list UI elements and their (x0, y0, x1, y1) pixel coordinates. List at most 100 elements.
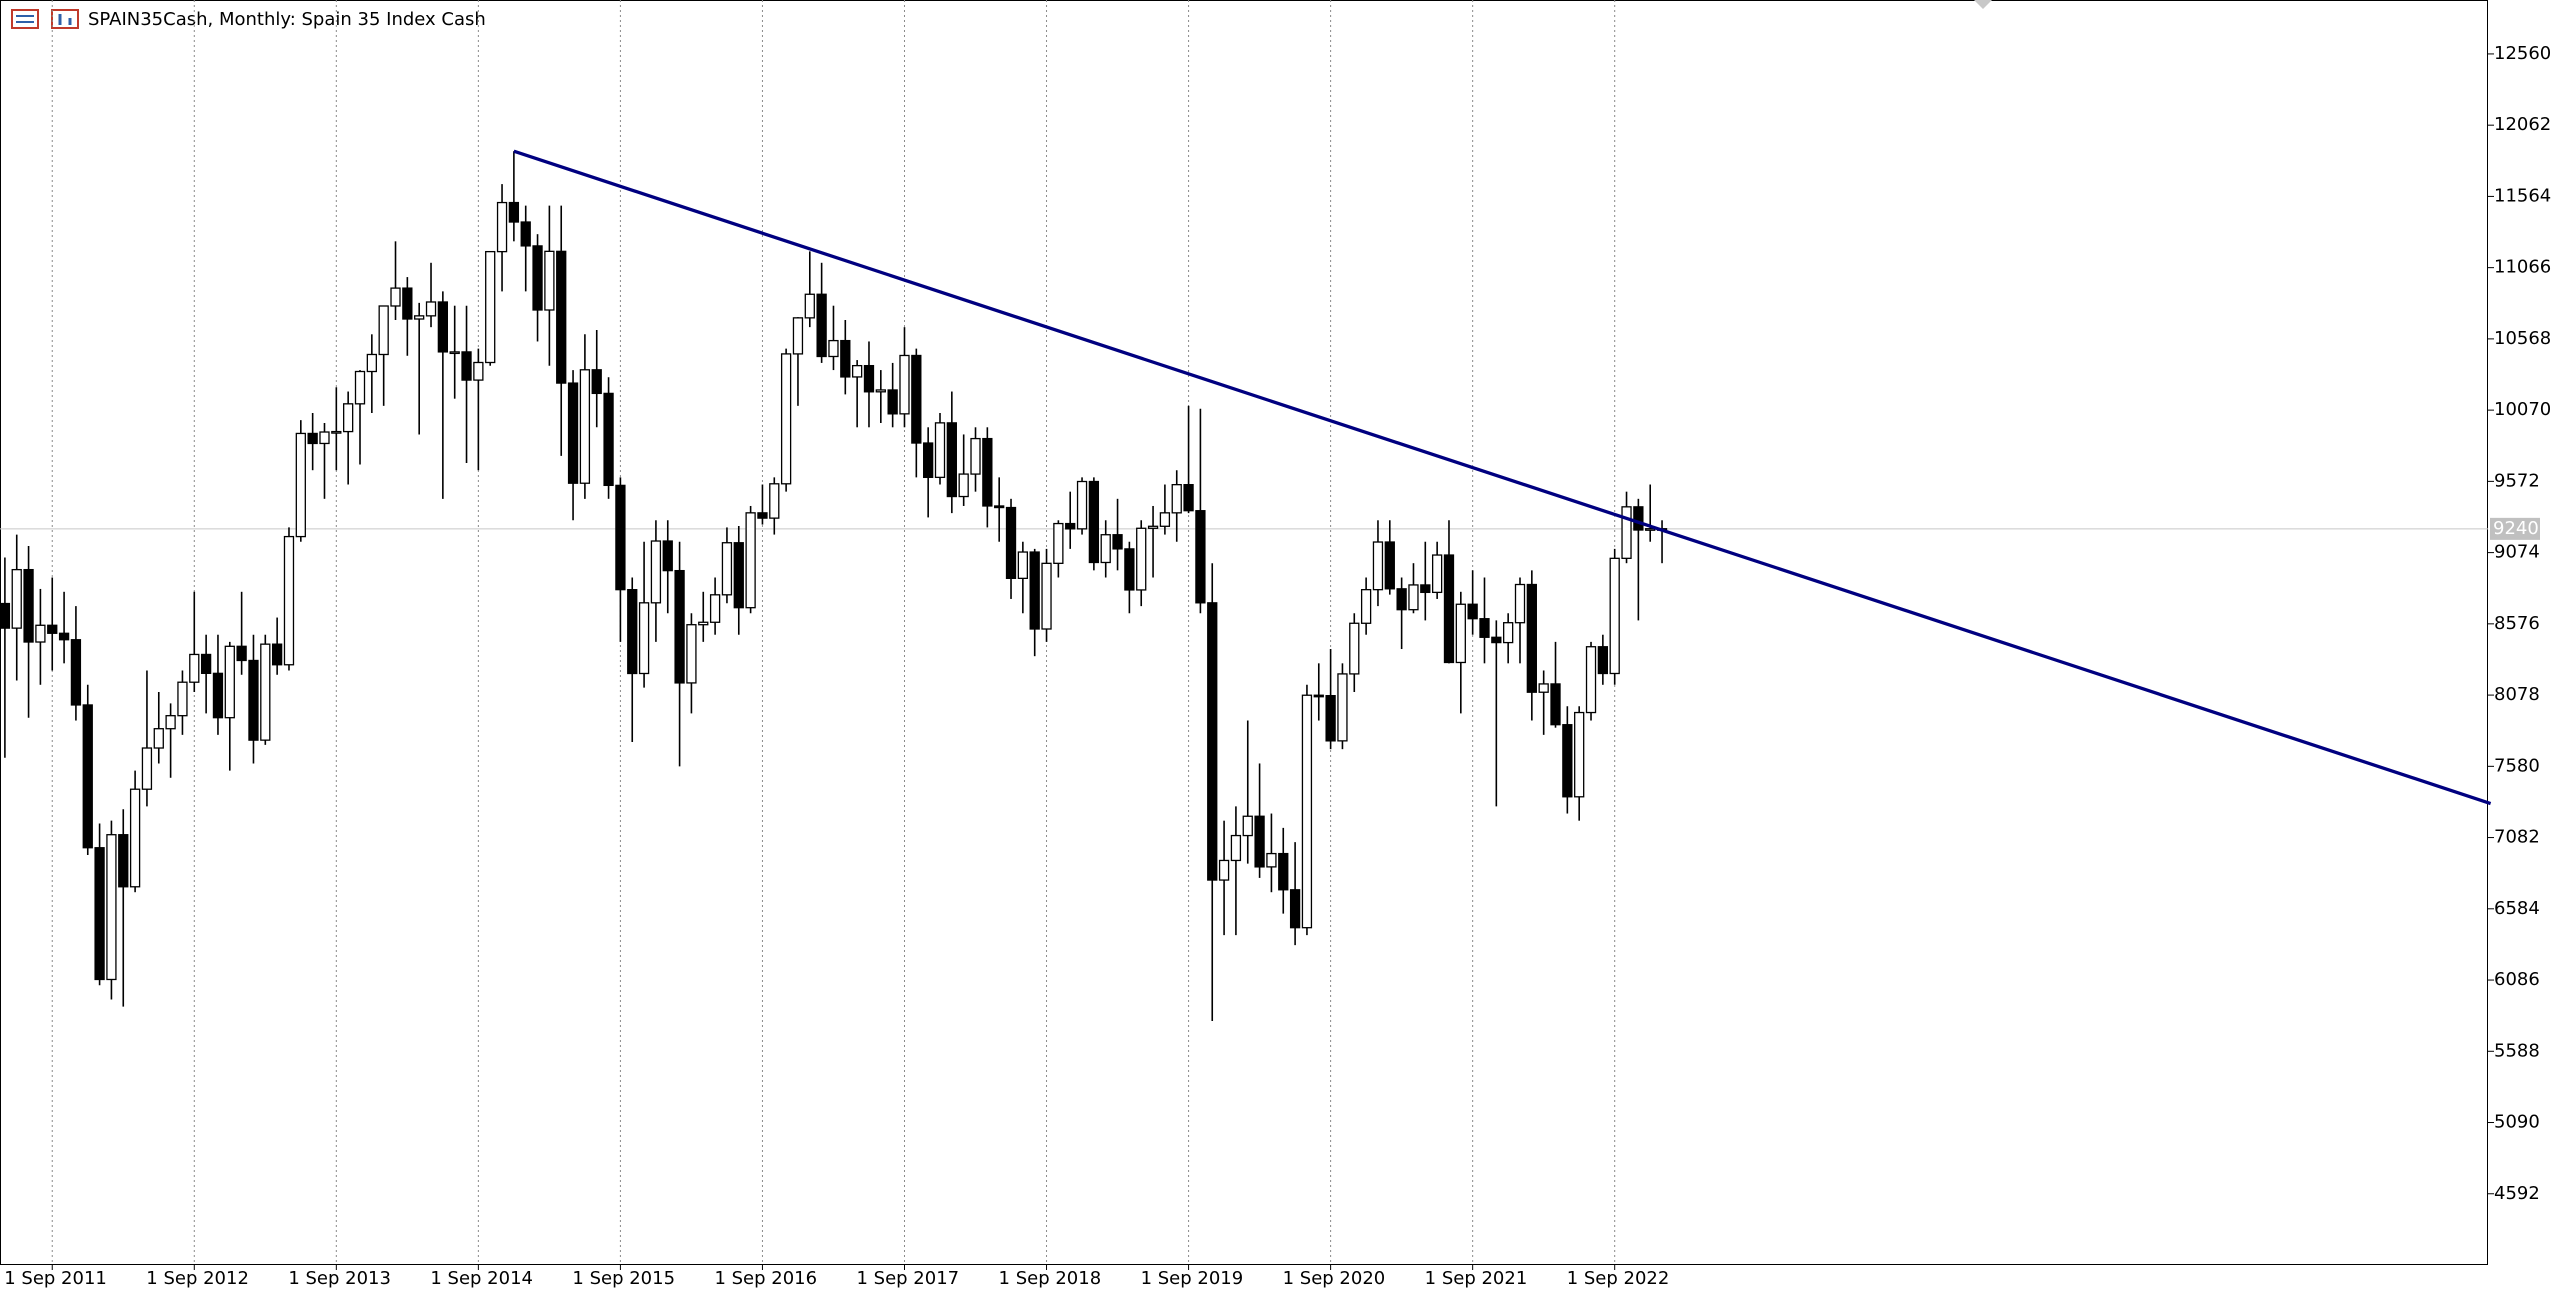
candle-body (1585, 646, 1597, 714)
x-tick-label: 1 Sep 2011 (4, 1268, 107, 1289)
candle-body (816, 293, 827, 358)
candle-body (200, 653, 212, 674)
candle-body (58, 632, 70, 641)
candle-body (1065, 522, 1076, 530)
y-tick-label: 8576 (2494, 613, 2540, 634)
candle-body (1029, 551, 1040, 630)
candle-body (662, 540, 673, 572)
candle-body (1384, 541, 1395, 590)
candle-body (757, 512, 768, 519)
candle-body (709, 594, 721, 623)
x-tick-label: 1 Sep 2017 (856, 1268, 959, 1289)
candle-body (414, 315, 425, 320)
candle-body (1159, 512, 1171, 527)
y-tick-label: 10568 (2494, 328, 2551, 349)
candle-body (780, 353, 792, 485)
candle-body (615, 484, 626, 591)
candle-body (47, 624, 58, 634)
candle-body (1349, 622, 1360, 675)
icon[interactable] (51, 9, 79, 29)
candle-body (887, 389, 898, 415)
candle-body (354, 370, 366, 405)
candle-body (1313, 694, 1324, 698)
candle-body (473, 361, 484, 381)
candle-body (804, 293, 815, 319)
candle-body (437, 301, 449, 353)
x-tick-label: 1 Sep 2020 (1283, 1268, 1386, 1289)
candle-body (212, 672, 224, 719)
candle-body (745, 512, 756, 609)
y-tick-label: 7580 (2494, 755, 2540, 776)
candle-body (1431, 554, 1443, 594)
candle-body (579, 369, 591, 484)
candle-body (1017, 551, 1029, 580)
candle-body (1041, 562, 1052, 630)
candle-body (1420, 584, 1431, 594)
candle-body (1254, 815, 1265, 868)
candle-body (366, 353, 377, 373)
candle-body (934, 422, 946, 479)
x-tick-label: 1 Sep 2014 (430, 1268, 533, 1289)
candle-body (1538, 683, 1549, 693)
candle-body (627, 589, 638, 675)
x-tick-label: 1 Sep 2021 (1425, 1268, 1528, 1289)
candle-body (165, 715, 176, 730)
candle-body (1633, 506, 1644, 531)
y-tick-label: 6584 (2494, 898, 2540, 919)
candle-body (982, 437, 993, 507)
candle-body (1053, 522, 1064, 564)
candle-body (1337, 673, 1348, 742)
y-tick-label: 12062 (2494, 114, 2551, 135)
y-tick-label: 4592 (2494, 1183, 2540, 1204)
candle-body (650, 540, 662, 604)
candle-body (840, 339, 851, 378)
candle-body (331, 430, 342, 434)
candle-body (1360, 589, 1372, 624)
y-tick-label: 11564 (2494, 185, 2551, 206)
candle-body (923, 442, 934, 479)
candle-body (520, 221, 531, 247)
x-tick-label: 1 Sep 2022 (1567, 1268, 1670, 1289)
candle-body (1325, 695, 1336, 742)
x-tick-label: 1 Sep 2019 (1141, 1268, 1244, 1289)
candle-body (733, 542, 744, 609)
scroll-marker (1974, 0, 1992, 9)
candle-body (1597, 646, 1609, 675)
candle-body (828, 339, 839, 358)
candle-body (35, 624, 46, 643)
candle-body (224, 645, 235, 719)
candle-body (1467, 603, 1478, 620)
candle-body (307, 432, 318, 445)
candle-body (875, 389, 886, 393)
candle-body (1088, 480, 1100, 564)
toolbar-icons (11, 9, 79, 29)
candle-body (94, 847, 105, 981)
candle-body (851, 364, 863, 378)
y-tick-label: 5090 (2494, 1112, 2540, 1133)
y-tick-label: 10070 (2494, 399, 2551, 420)
icon[interactable] (11, 9, 39, 29)
candle-body (638, 602, 650, 675)
plot-frame (0, 0, 2488, 1265)
candle-body (1289, 889, 1301, 929)
candle-body (1218, 859, 1230, 881)
candle-body (508, 201, 520, 223)
candle-body (461, 351, 472, 381)
candle-body (911, 354, 922, 444)
candle-body (129, 788, 141, 888)
candle-body (1100, 534, 1111, 564)
current-price-label: 9240 (2493, 518, 2539, 539)
candle-body (485, 250, 496, 364)
candle-body (970, 437, 981, 475)
candle-body (1171, 484, 1182, 514)
x-tick-label: 1 Sep 2018 (999, 1268, 1102, 1289)
candle-body (1574, 711, 1585, 798)
candle-body (70, 639, 82, 706)
trend-line (513, 149, 2492, 806)
candle-body (1266, 852, 1277, 868)
y-tick-label: 9572 (2494, 470, 2540, 491)
chart-title: SPAIN35Cash, Monthly: Spain 35 Index Cas… (88, 9, 486, 30)
candle-body (1242, 815, 1253, 837)
candle-body (271, 643, 283, 666)
